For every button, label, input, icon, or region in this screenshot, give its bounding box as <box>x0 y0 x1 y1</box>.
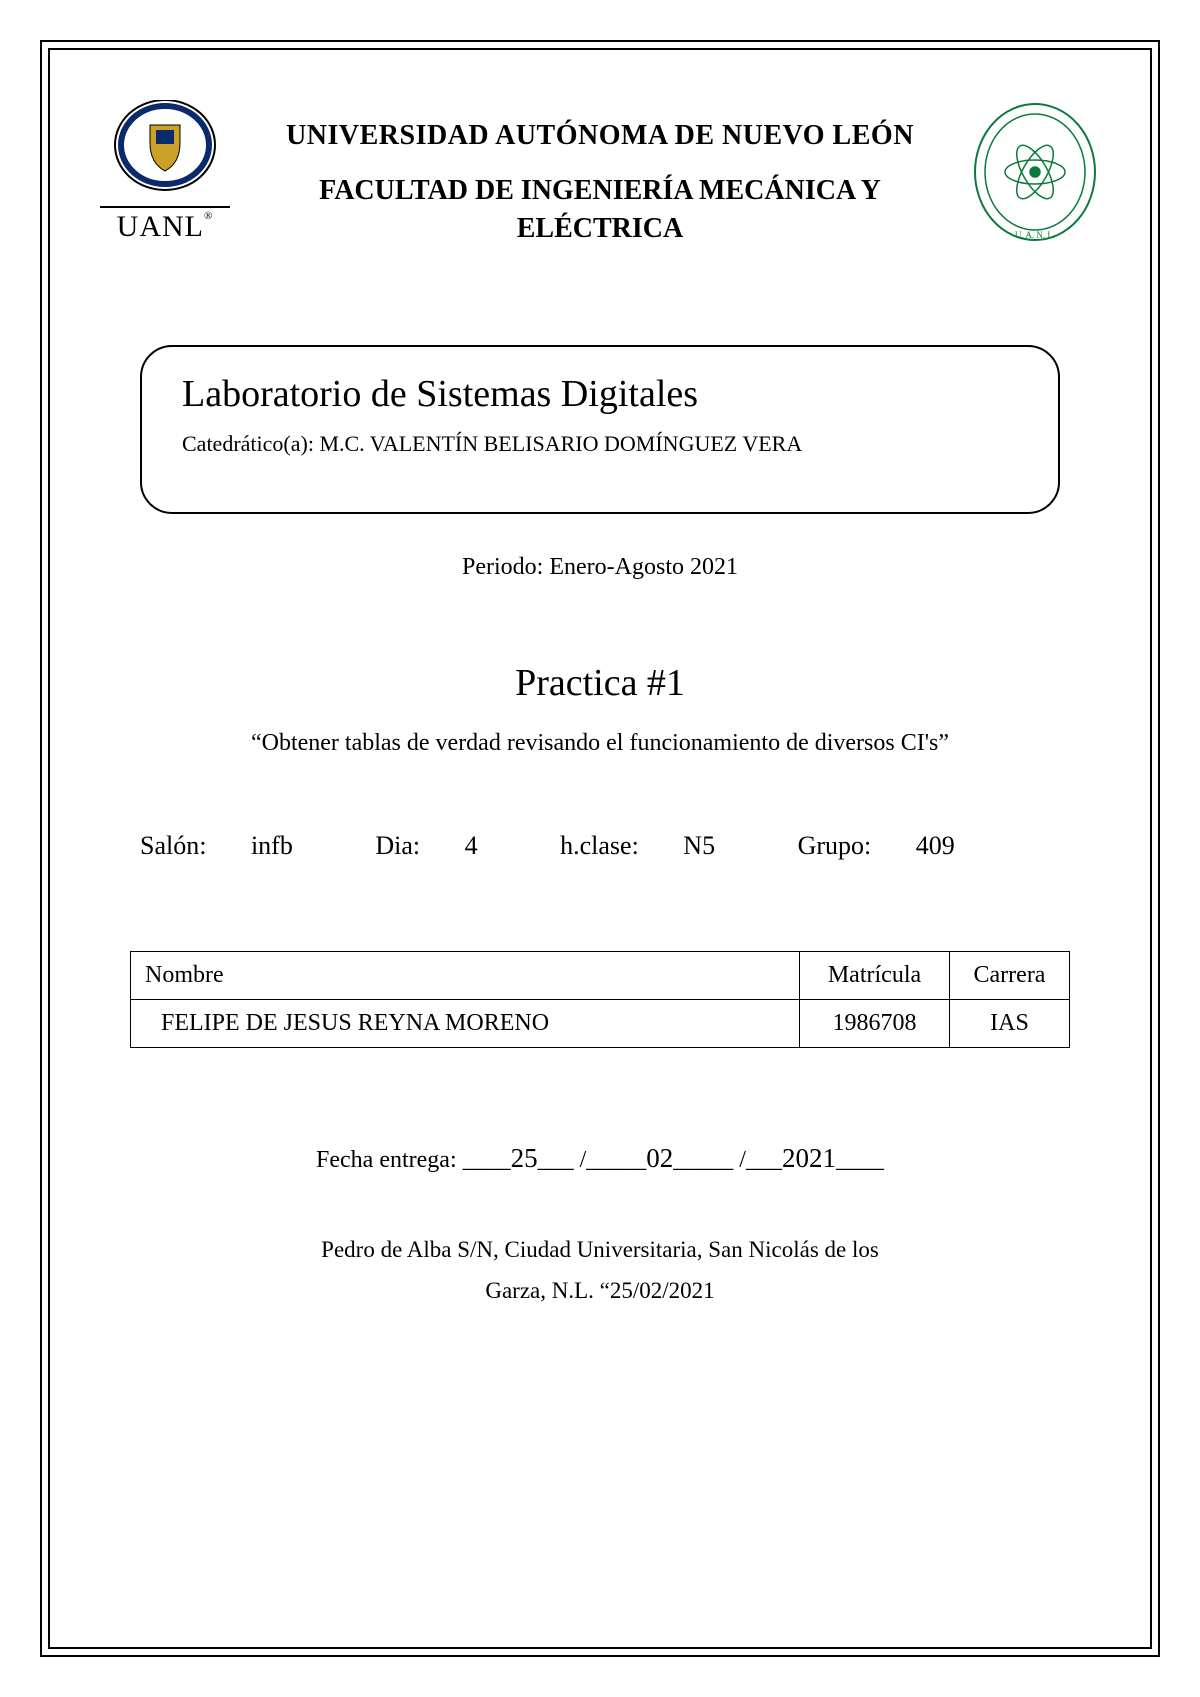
address-line-2: Garza, N.L. “25/02/2021 <box>100 1270 1100 1311</box>
uanl-logo-block: UANL® <box>100 100 230 244</box>
university-title: UNIVERSIDAD AUTÓNOMA DE NUEVO LEÓN <box>250 120 950 152</box>
outer-border: UANL® UNIVERSIDAD AUTÓNOMA DE NUEVO LEÓN… <box>40 40 1160 1657</box>
hclase-item: h.clase: N5 <box>560 831 753 860</box>
practice-title: Practica #1 <box>100 661 1100 705</box>
fime-logo-block: U. A. N. L. <box>970 100 1100 255</box>
footer-address: Pedro de Alba S/N, Ciudad Universitaria,… <box>100 1229 1100 1312</box>
fime-seal-icon: U. A. N. L. <box>970 100 1100 250</box>
grupo-item: Grupo: 409 <box>798 831 993 860</box>
col-matricula: Matrícula <box>800 952 950 1000</box>
fecha-year: 2021 <box>782 1143 836 1173</box>
dia-item: Dia: 4 <box>375 831 515 860</box>
delivery-date-line: Fecha entrega: ____25___ /_____02_____ /… <box>100 1143 1100 1174</box>
uanl-shield-icon <box>110 100 220 200</box>
hclase-label: h.clase: <box>560 831 639 860</box>
col-carrera: Carrera <box>950 952 1070 1000</box>
dia-value: 4 <box>465 831 478 860</box>
hclase-value: N5 <box>683 831 715 860</box>
salon-item: Salón: infb <box>140 831 331 860</box>
fecha-day: 25 <box>511 1143 538 1173</box>
header-titles: UNIVERSIDAD AUTÓNOMA DE NUEVO LEÓN FACUL… <box>250 100 950 248</box>
table-header-row: Nombre Matrícula Carrera <box>131 952 1070 1000</box>
cell-carrera: IAS <box>950 1000 1070 1048</box>
address-line-1: Pedro de Alba S/N, Ciudad Universitaria,… <box>100 1229 1100 1270</box>
inner-border: UANL® UNIVERSIDAD AUTÓNOMA DE NUEVO LEÓN… <box>48 48 1152 1649</box>
uanl-trademark: ® <box>204 210 213 222</box>
grupo-value: 409 <box>916 831 955 860</box>
professor-name: M.C. VALENTÍN BELISARIO DOMÍNGUEZ VERA <box>319 431 802 456</box>
document-page: UANL® UNIVERSIDAD AUTÓNOMA DE NUEVO LEÓN… <box>0 0 1200 1697</box>
cell-nombre: FELIPE DE JESUS REYNA MORENO <box>131 1000 800 1048</box>
dia-label: Dia: <box>375 831 420 860</box>
professor-label: Catedrático(a): <box>182 431 319 456</box>
fecha-month: 02 <box>646 1143 673 1173</box>
grupo-label: Grupo: <box>798 831 872 860</box>
course-title: Laboratorio de Sistemas Digitales <box>182 372 1018 416</box>
uanl-text: UANL <box>117 210 204 243</box>
uanl-label: UANL® <box>100 206 230 244</box>
header-row: UANL® UNIVERSIDAD AUTÓNOMA DE NUEVO LEÓN… <box>100 100 1100 255</box>
course-professor-line: Catedrático(a): M.C. VALENTÍN BELISARIO … <box>182 431 1018 457</box>
table-row: FELIPE DE JESUS REYNA MORENO 1986708 IAS <box>131 1000 1070 1048</box>
period-line: Periodo: Enero-Agosto 2021 <box>100 554 1100 581</box>
salon-label: Salón: <box>140 831 206 860</box>
salon-value: infb <box>251 831 293 860</box>
cell-matricula: 1986708 <box>800 1000 950 1048</box>
svg-text:U. A. N. L.: U. A. N. L. <box>1015 230 1055 240</box>
fecha-label: Fecha entrega: <box>316 1147 463 1173</box>
class-info-line: Salón: infb Dia: 4 h.clase: N5 Grupo: 40… <box>100 831 1100 861</box>
student-table: Nombre Matrícula Carrera FELIPE DE JESUS… <box>130 951 1070 1048</box>
practice-description: “Obtener tablas de verdad revisando el f… <box>100 725 1100 761</box>
col-nombre: Nombre <box>131 952 800 1000</box>
faculty-title: FACULTAD DE INGENIERÍA MECÁNICA Y ELÉCTR… <box>250 172 950 248</box>
course-box: Laboratorio de Sistemas Digitales Catedr… <box>140 345 1060 514</box>
